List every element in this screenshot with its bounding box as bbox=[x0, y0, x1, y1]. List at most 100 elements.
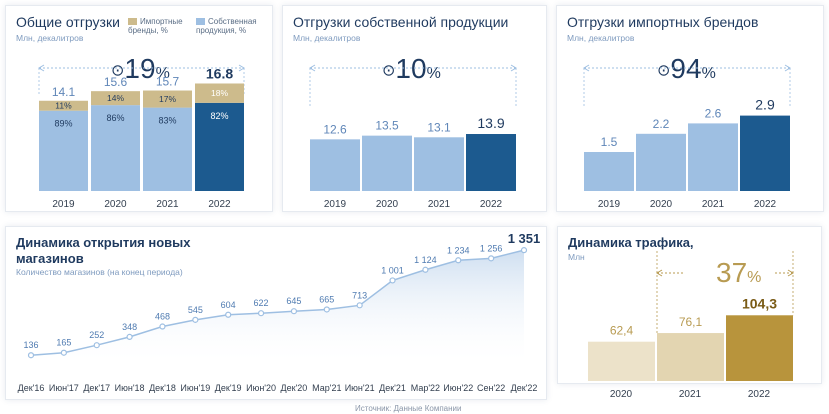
label-import-2020: 14% bbox=[107, 93, 124, 103]
growth-indicator: 37% bbox=[716, 257, 761, 289]
x-tick-2019: 2019 bbox=[52, 199, 75, 210]
panel-subtitle: Млн bbox=[568, 252, 585, 262]
stores-point-5 bbox=[192, 316, 199, 323]
x-tick-15: Дек'22 bbox=[511, 383, 538, 393]
stores-label-5: 545 bbox=[188, 305, 203, 315]
bar-2022 bbox=[466, 134, 516, 191]
stores-point-0 bbox=[27, 352, 35, 359]
value-label-2020: 13.5 bbox=[375, 119, 399, 133]
x-tick-10: Июн'21 bbox=[345, 383, 375, 393]
chart-own-shipments: 12.6 2019 13.5 2020 13.1 2021 13.9 2022 bbox=[309, 64, 517, 210]
label-total-2021: 15.7 bbox=[156, 75, 180, 89]
bar-own-2019 bbox=[39, 110, 88, 191]
value-label-2020: 2.2 bbox=[653, 117, 670, 131]
chart-import-shipments: 1.5 2019 2.2 2020 2.6 2021 2.9 2022 bbox=[583, 64, 791, 210]
value-label-2020: 62,4 bbox=[610, 324, 634, 338]
stores-label-3: 348 bbox=[122, 322, 137, 332]
panel-own-shipments: Отгрузки собственной продукции Млн, дека… bbox=[282, 5, 547, 212]
bar-own-2020 bbox=[91, 105, 140, 191]
bar-own-2021 bbox=[143, 107, 192, 191]
legend-label-import: Импортные бренды, % bbox=[128, 17, 183, 35]
x-tick-2021: 2021 bbox=[156, 199, 179, 210]
x-tick-2020: 2020 bbox=[104, 199, 127, 210]
stores-point-8 bbox=[290, 308, 298, 315]
bar-2020 bbox=[636, 133, 686, 191]
stores-point-14 bbox=[488, 255, 495, 262]
x-tick-11: Дек'21 bbox=[379, 383, 406, 393]
stores-point-6 bbox=[225, 311, 232, 318]
x-tick-2: Дек'17 bbox=[83, 383, 110, 393]
stores-point-12 bbox=[422, 266, 429, 273]
label-own-2019: 89% bbox=[54, 119, 72, 129]
legend-import: Импортные бренды, % bbox=[128, 17, 190, 35]
stores-label-4: 468 bbox=[155, 312, 170, 322]
panel-import-shipments: Отгрузки импортных брендов Млн, декалитр… bbox=[556, 5, 824, 212]
stores-point-15 bbox=[520, 247, 528, 254]
label-import-2022: 18% bbox=[211, 88, 228, 98]
panel-subtitle: Млн, декалитров bbox=[567, 33, 635, 43]
panel-title: Динамика открытия новых магазинов bbox=[16, 235, 191, 266]
x-tick-2021: 2021 bbox=[702, 199, 725, 210]
x-tick-0: Дек'16 bbox=[18, 383, 45, 393]
bar-2019 bbox=[584, 152, 634, 191]
x-tick-2021: 2021 bbox=[428, 199, 451, 210]
value-label-2021: 13.1 bbox=[427, 120, 451, 134]
x-tick-2022: 2022 bbox=[754, 199, 777, 210]
growth-indicator: ⊙19% bbox=[111, 53, 170, 85]
bar-import-2020 bbox=[91, 91, 140, 106]
x-tick-1: Июн'17 bbox=[49, 383, 79, 393]
x-tick-8: Дек'20 bbox=[281, 383, 308, 393]
stores-point-13 bbox=[455, 257, 462, 264]
panel-subtitle: Количество магазинов (на конец периода) bbox=[16, 267, 183, 277]
bar-2021 bbox=[414, 137, 464, 191]
stores-label-7: 622 bbox=[254, 298, 269, 308]
bar-2022 bbox=[726, 315, 793, 381]
chart-traffic: 62,4 76,1 104,3 bbox=[588, 251, 794, 381]
stores-point-4 bbox=[159, 323, 166, 330]
stores-label-15: 1 351 bbox=[508, 231, 541, 246]
growth-circle-icon: ⊙ bbox=[382, 62, 396, 80]
bar-2019 bbox=[310, 139, 360, 191]
x-tick-2019: 2019 bbox=[324, 199, 347, 210]
x-tick-5: Июн'19 bbox=[180, 383, 210, 393]
x-tick-2022: 2022 bbox=[480, 199, 503, 210]
value-label-2019: 12.6 bbox=[323, 122, 347, 136]
panel-title: Динамика трафика, bbox=[568, 235, 694, 250]
x-tick-14: Сен'22 bbox=[477, 383, 505, 393]
panel-total-shipments: Общие отгрузки Млн, декалитров Импортные… bbox=[5, 5, 273, 212]
x-tick-2019: 2019 bbox=[598, 199, 621, 210]
panel-subtitle: Млн, декалитров bbox=[16, 33, 84, 43]
growth-circle-icon: ⊙ bbox=[657, 62, 671, 80]
panel-title: Общие отгрузки bbox=[16, 14, 120, 30]
label-import-2019: 11% bbox=[55, 101, 72, 111]
x-tick-traffic-2022: 2022 bbox=[747, 389, 771, 400]
value-label-2022: 104,3 bbox=[742, 295, 777, 311]
bar-2021 bbox=[688, 123, 738, 191]
growth-arrow-head-right bbox=[787, 269, 794, 277]
bar-2020 bbox=[588, 341, 655, 381]
x-tick-2020: 2020 bbox=[650, 199, 673, 210]
legend-own: Собственная продукция, % bbox=[196, 17, 268, 35]
value-label-2021: 76,1 bbox=[679, 315, 703, 329]
label-import-2021: 17% bbox=[159, 94, 176, 104]
x-tick-13: Июн'22 bbox=[443, 383, 473, 393]
stores-label-10: 713 bbox=[352, 290, 367, 300]
value-label-2022: 13.9 bbox=[477, 115, 504, 131]
value-label-2021: 2.6 bbox=[705, 106, 722, 120]
stores-label-6: 604 bbox=[221, 300, 236, 310]
label-own-2020: 86% bbox=[106, 113, 124, 123]
growth-pct: % bbox=[701, 65, 716, 82]
bar-import-2019 bbox=[39, 100, 88, 111]
growth-circle-icon: ⊙ bbox=[111, 62, 125, 80]
stores-area bbox=[31, 250, 524, 367]
label-total-2022: 16.8 bbox=[206, 65, 233, 81]
x-tick-7: Июн'20 bbox=[246, 383, 276, 393]
legend-swatch-own bbox=[196, 18, 205, 25]
growth-value: 37 bbox=[716, 257, 748, 288]
stores-point-9 bbox=[323, 306, 330, 313]
stores-label-9: 665 bbox=[319, 294, 334, 304]
label-own-2022: 82% bbox=[210, 111, 228, 121]
stores-label-8: 645 bbox=[286, 296, 301, 306]
stores-label-1: 165 bbox=[56, 338, 71, 348]
growth-arrow-head-left bbox=[656, 269, 663, 277]
